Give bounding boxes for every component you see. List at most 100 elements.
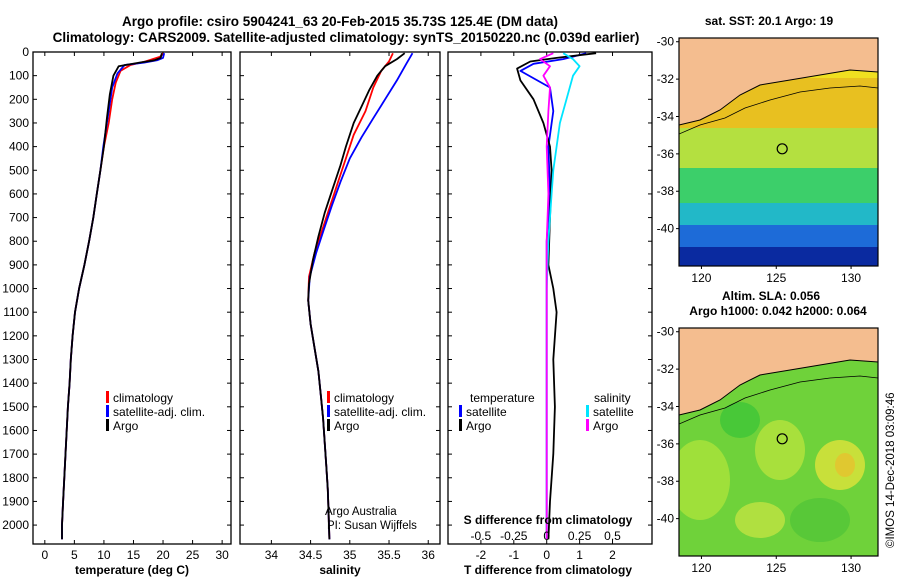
y-tick-label: 700: [9, 211, 29, 225]
x-tick-label: 25: [186, 548, 200, 562]
x-tick-label: 2: [609, 548, 616, 562]
map-x-tick-label: 130: [841, 271, 861, 285]
legend-s-satellite-label: satellite: [593, 405, 634, 419]
x-tick-label: 10: [97, 548, 111, 562]
legend-satellite-adj-label: satellite-adj. clim.: [334, 405, 426, 419]
salinity-ticks: 34 34.5 35 35.5 36: [240, 51, 440, 562]
x-tick-label: 36: [422, 548, 436, 562]
sla-map-frame: [678, 327, 879, 557]
map-y-tick-label: -34: [657, 399, 675, 413]
legend-argo-swatch: [106, 419, 109, 431]
map-y-tick-label: -40: [657, 222, 675, 236]
sst-coastline: [679, 69, 878, 126]
credit-pi: PI: Susan Wijffels: [327, 520, 417, 532]
s-tick-label: 0: [543, 529, 550, 543]
map-y-tick-label: -32: [657, 72, 675, 86]
temperature-xlabel: temperature (deg C): [75, 563, 189, 577]
map-y-tick-label: -30: [657, 35, 675, 49]
legend-t-argo-swatch: [459, 419, 462, 431]
sla-blob: [720, 402, 760, 438]
legend-temperature-title: temperature: [470, 391, 535, 405]
series-line: [307, 52, 406, 540]
difference-lines: [516, 52, 597, 540]
credit-argo-australia: Argo Australia: [325, 506, 397, 518]
s-tick-label: -0.5: [471, 529, 492, 543]
salinity-panel: 34 34.5 35 35.5 36 climatology satellite-adj…: [239, 51, 441, 577]
difference-frame: [447, 51, 653, 545]
sla-map-panel: Altim. SLA: 0.056 Argo h1000: 0.042 h200…: [657, 289, 879, 575]
legend-t-argo-label: Argo: [466, 419, 492, 433]
x-tick-label: 5: [71, 548, 78, 562]
y-tick-label: 1000: [2, 282, 29, 296]
temperature-panel: 0100200300400500600700800900100011001200…: [2, 45, 232, 577]
y-tick-label: 1200: [2, 329, 29, 343]
temperature-lines: [61, 52, 166, 540]
difference-legend: temperature satellite Argo salinity sate…: [459, 391, 634, 433]
map-y-tick-label: -36: [657, 147, 675, 161]
sst-band-darkblue: [679, 247, 878, 266]
map-y-tick-label: -36: [657, 437, 675, 451]
map-x-tick-label: 125: [766, 561, 786, 575]
sla-map-title-2: Argo h1000: 0.042 h2000: 0.064: [689, 304, 867, 318]
map-y-tick-label: -34: [657, 109, 675, 123]
difference-ticks: -2 -1 0 1 2: [448, 51, 652, 562]
imos-credit: ©IMOS 14-Dec-2018 03:09:46: [885, 392, 897, 548]
salinity-legend: climatology satellite-adj. clim. Argo: [327, 391, 426, 433]
x-tick-label: 15: [127, 548, 141, 562]
s-difference-ticks: -0.5 -0.25 0 0.25 0.5: [471, 529, 622, 543]
x-tick-label: -1: [508, 548, 519, 562]
x-tick-label: 35: [343, 548, 357, 562]
sla-blob: [835, 453, 855, 477]
sst-band-green: [679, 168, 878, 203]
map-x-tick-label: 130: [841, 561, 861, 575]
legend-climatology-swatch: [327, 391, 330, 403]
x-tick-label: 30: [215, 548, 229, 562]
y-tick-label: 1900: [2, 494, 29, 508]
y-tick-label: 500: [9, 163, 29, 177]
map-x-tick-label: 125: [766, 271, 786, 285]
legend-s-satellite-swatch: [586, 405, 589, 417]
sst-float-marker: [776, 143, 788, 155]
salinity-lines: [307, 52, 414, 540]
map-y-tick-label: -32: [657, 362, 675, 376]
x-tick-label: 20: [156, 548, 170, 562]
sla-coastline: [679, 359, 878, 416]
sla-blob: [735, 502, 785, 538]
sst-map-panel: sat. SST: 20.1 Argo: 19 -30-32-34-36-38-…: [657, 14, 879, 285]
y-tick-label: 100: [9, 69, 29, 83]
s-tick-label: -0.25: [500, 529, 528, 543]
temperature-frame: [32, 51, 232, 545]
title-line-2: Climatology: CARS2009. Satellite-adjuste…: [53, 30, 640, 45]
x-tick-label: 35.5: [377, 548, 401, 562]
s-difference-xlabel: S difference from climatology: [464, 513, 633, 527]
y-tick-label: 800: [9, 234, 29, 248]
legend-s-argo-label: Argo: [593, 419, 619, 433]
legend-climatology-label: climatology: [113, 391, 173, 405]
t-difference-xlabel: T difference from climatology: [464, 563, 632, 577]
sst-isobath: [679, 85, 878, 135]
legend-s-argo-swatch: [586, 419, 589, 431]
sla-blob: [755, 420, 805, 480]
legend-t-satellite-label: satellite: [466, 405, 507, 419]
map-x-tick-label: 120: [691, 561, 711, 575]
sla-float-marker: [776, 433, 788, 445]
map-y-tick-label: -40: [657, 512, 675, 526]
y-tick-label: 900: [9, 258, 29, 272]
temperature-legend: climatology satellite-adj. clim. Argo: [106, 391, 205, 433]
legend-argo-label: Argo: [334, 419, 360, 433]
sla-blob: [790, 498, 850, 542]
legend-t-satellite-swatch: [459, 405, 462, 417]
legend-salinity-title: salinity: [594, 391, 631, 405]
map-y-tick-label: -38: [657, 184, 675, 198]
y-tick-label: 1400: [2, 376, 29, 390]
x-tick-label: 0: [41, 548, 48, 562]
legend-satellite-adj-swatch: [106, 405, 109, 417]
legend-satellite-adj-swatch: [327, 405, 330, 417]
legend-argo-label: Argo: [113, 419, 139, 433]
y-tick-label: 0: [22, 45, 29, 59]
series-line: [516, 52, 597, 540]
sst-band-yellowgreen: [679, 128, 878, 168]
x-tick-label: 34.5: [299, 548, 323, 562]
map-y-tick-label: -38: [657, 474, 675, 488]
series-line: [539, 52, 554, 540]
